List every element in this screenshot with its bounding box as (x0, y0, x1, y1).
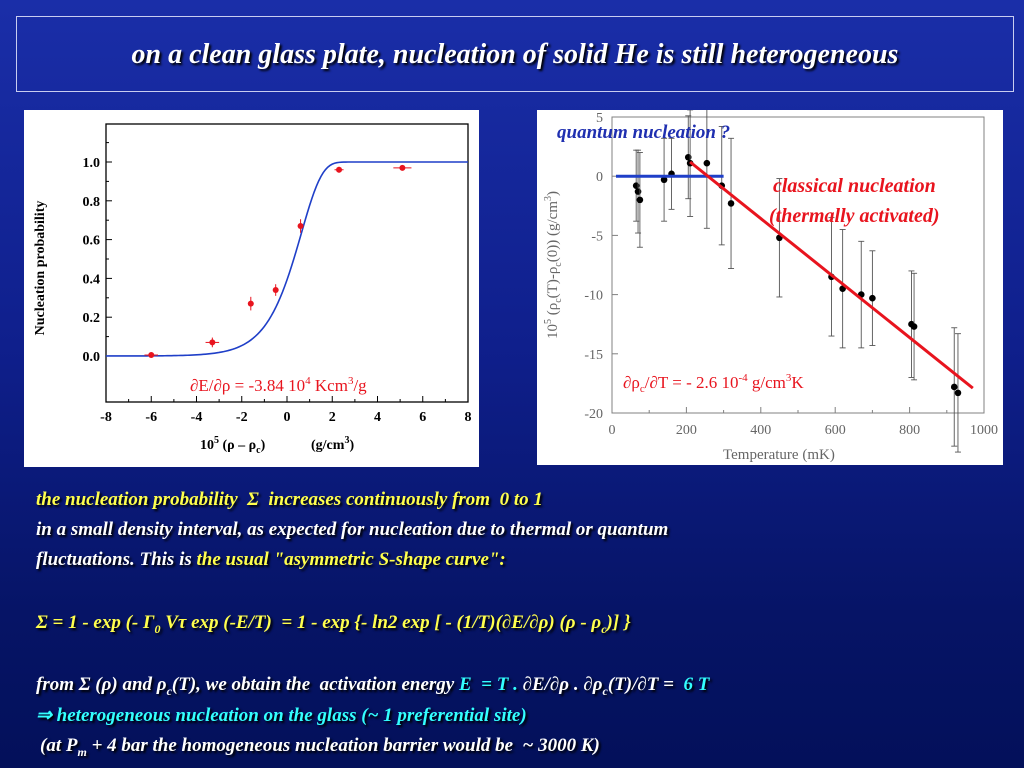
data-point (950, 327, 958, 447)
data-point (727, 137, 735, 270)
point-marker (727, 200, 735, 207)
x-axis-label: 105 (ρ – ρc) (200, 435, 266, 456)
data-point (636, 152, 644, 248)
text-line-1: the nucleation probability Σ increases c… (36, 489, 543, 510)
fit-curve (105, 161, 468, 357)
y-tick-label: -15 (584, 348, 603, 363)
formula-line: Σ = 1 - exp (- Γ0 Vτ exp (-E/T) = 1 - ex… (36, 612, 631, 636)
y-tick-label: 5 (596, 111, 603, 126)
point-marker (636, 196, 644, 204)
data-point (910, 272, 918, 381)
x-tick-label: 2 (329, 410, 336, 425)
y-tick-label: 0.4 (83, 272, 101, 287)
y-tick-label: 0.2 (83, 311, 101, 326)
data-point (954, 333, 962, 453)
density-vs-temperature-chart: 0 200 400 600 800 1000 5 0 -5 -10 -15 -20 Temperatu… (537, 97, 1003, 465)
y-tick-label: -10 (584, 289, 603, 304)
x-tick-label: 800 (899, 423, 920, 438)
nucleation-probability-chart: -8 -6 -4 -2 0 2 4 6 8 0.0 0.2 0.4 0.6 0.8 1.0 Nucleati… (24, 110, 479, 467)
data-point (393, 164, 412, 171)
point-marker (297, 223, 304, 230)
tick-labels: -8 -6 -4 -2 0 2 4 6 8 0.0 0.2 0.4 0.6 0.8 1.0 (83, 156, 472, 425)
text-line-4: from Σ (ρ) and ρc(T), we obtain the acti… (36, 674, 710, 698)
point-marker (247, 300, 254, 307)
point-marker (272, 287, 279, 294)
point-marker (209, 339, 216, 346)
point-marker (869, 294, 876, 302)
data-point (205, 337, 220, 348)
text-line-3: fluctuations. This is the usual "asymmet… (36, 549, 506, 570)
slope-annotation: ∂E/∂ρ = -3.84 104 Kcm3/g (190, 375, 367, 395)
slope-annotation: ∂ρc/∂T = - 2.6 10-4 g/cm3K (623, 372, 804, 395)
data-point (247, 296, 254, 311)
point-marker (684, 153, 692, 161)
x-tick-label: -6 (145, 410, 157, 425)
point-marker (910, 323, 918, 330)
y-tick-label: 1.0 (83, 156, 101, 171)
thermally-activated-label: (thermally activated) (769, 205, 940, 227)
y-axis-label: Nucleation probability (33, 201, 48, 336)
classical-nucleation-label: classical nucleation (773, 175, 936, 197)
title-frame: on a clean glass plate, nucleation of so… (16, 16, 1014, 92)
text-line-2: in a small density interval, as expected… (36, 519, 669, 540)
classical-line (689, 160, 974, 390)
point-marker (336, 166, 343, 173)
data-point (857, 240, 865, 349)
density-vs-temperature-svg: 0 200 400 600 800 1000 5 0 -5 -10 -15 -20 Temperatu… (543, 97, 998, 463)
x-tick-label: 4 (374, 410, 381, 425)
data-point (668, 137, 675, 210)
x-tick-label: 0 (609, 423, 616, 438)
fit-lines (616, 160, 974, 390)
data-point (839, 229, 846, 349)
text-line-5: ⇒ heterogeneous nucleation on the glass … (36, 705, 527, 726)
x-tick-label: 8 (465, 410, 472, 425)
point-marker (950, 383, 958, 391)
axis-ticks (611, 116, 985, 414)
quantum-nucleation-label: quantum nucleation ? (557, 122, 730, 143)
x-tick-label: 400 (750, 423, 771, 438)
plot-frame (105, 123, 469, 403)
text-line-6: (at Pm + 4 bar the homogeneous nucleatio… (40, 735, 600, 759)
tick-labels: 0 200 400 600 800 1000 5 0 -5 -10 -15 -20 (584, 111, 998, 438)
x-tick-label: -8 (100, 410, 112, 425)
axis-ticks (105, 142, 469, 402)
data-point (869, 250, 876, 346)
point-marker (148, 352, 155, 359)
y-tick-label: 0 (596, 170, 603, 185)
data-point (334, 166, 344, 173)
x-tick-label: -4 (191, 410, 203, 425)
data-points (632, 97, 962, 453)
x-tick-label: 0 (284, 410, 291, 425)
x-tick-label: 6 (419, 410, 426, 425)
data-points (144, 164, 412, 359)
data-point (144, 352, 159, 359)
point-marker (399, 164, 406, 171)
point-marker (703, 159, 711, 167)
y-tick-label: 0.6 (83, 234, 101, 249)
plot-frame (611, 116, 985, 414)
x-axis-units: (g/cm3) (311, 435, 354, 453)
x-tick-label: -2 (236, 410, 248, 425)
point-marker (954, 389, 962, 397)
y-tick-label: -20 (584, 407, 603, 422)
x-tick-label: 1000 (970, 423, 998, 438)
nucleation-probability-svg: -8 -6 -4 -2 0 2 4 6 8 0.0 0.2 0.4 0.6 0.8 1.0 Nucleati… (33, 123, 472, 456)
fit-curve-path (105, 161, 468, 357)
x-tick-label: 600 (825, 423, 846, 438)
data-point (297, 219, 304, 233)
data-point (660, 137, 668, 222)
x-tick-label: 200 (676, 423, 697, 438)
x-axis-label: Temperature (mK) (723, 447, 835, 463)
y-tick-label: 0.0 (83, 350, 101, 365)
point-marker (660, 176, 668, 184)
y-axis-label: 105 (ρc(T)-ρc(0)) (g/cm3) (543, 191, 564, 339)
data-point (272, 284, 279, 296)
slide-title: on a clean glass plate, nucleation of so… (131, 39, 899, 70)
y-tick-label: 0.8 (83, 195, 101, 210)
y-tick-label: -5 (591, 229, 603, 244)
